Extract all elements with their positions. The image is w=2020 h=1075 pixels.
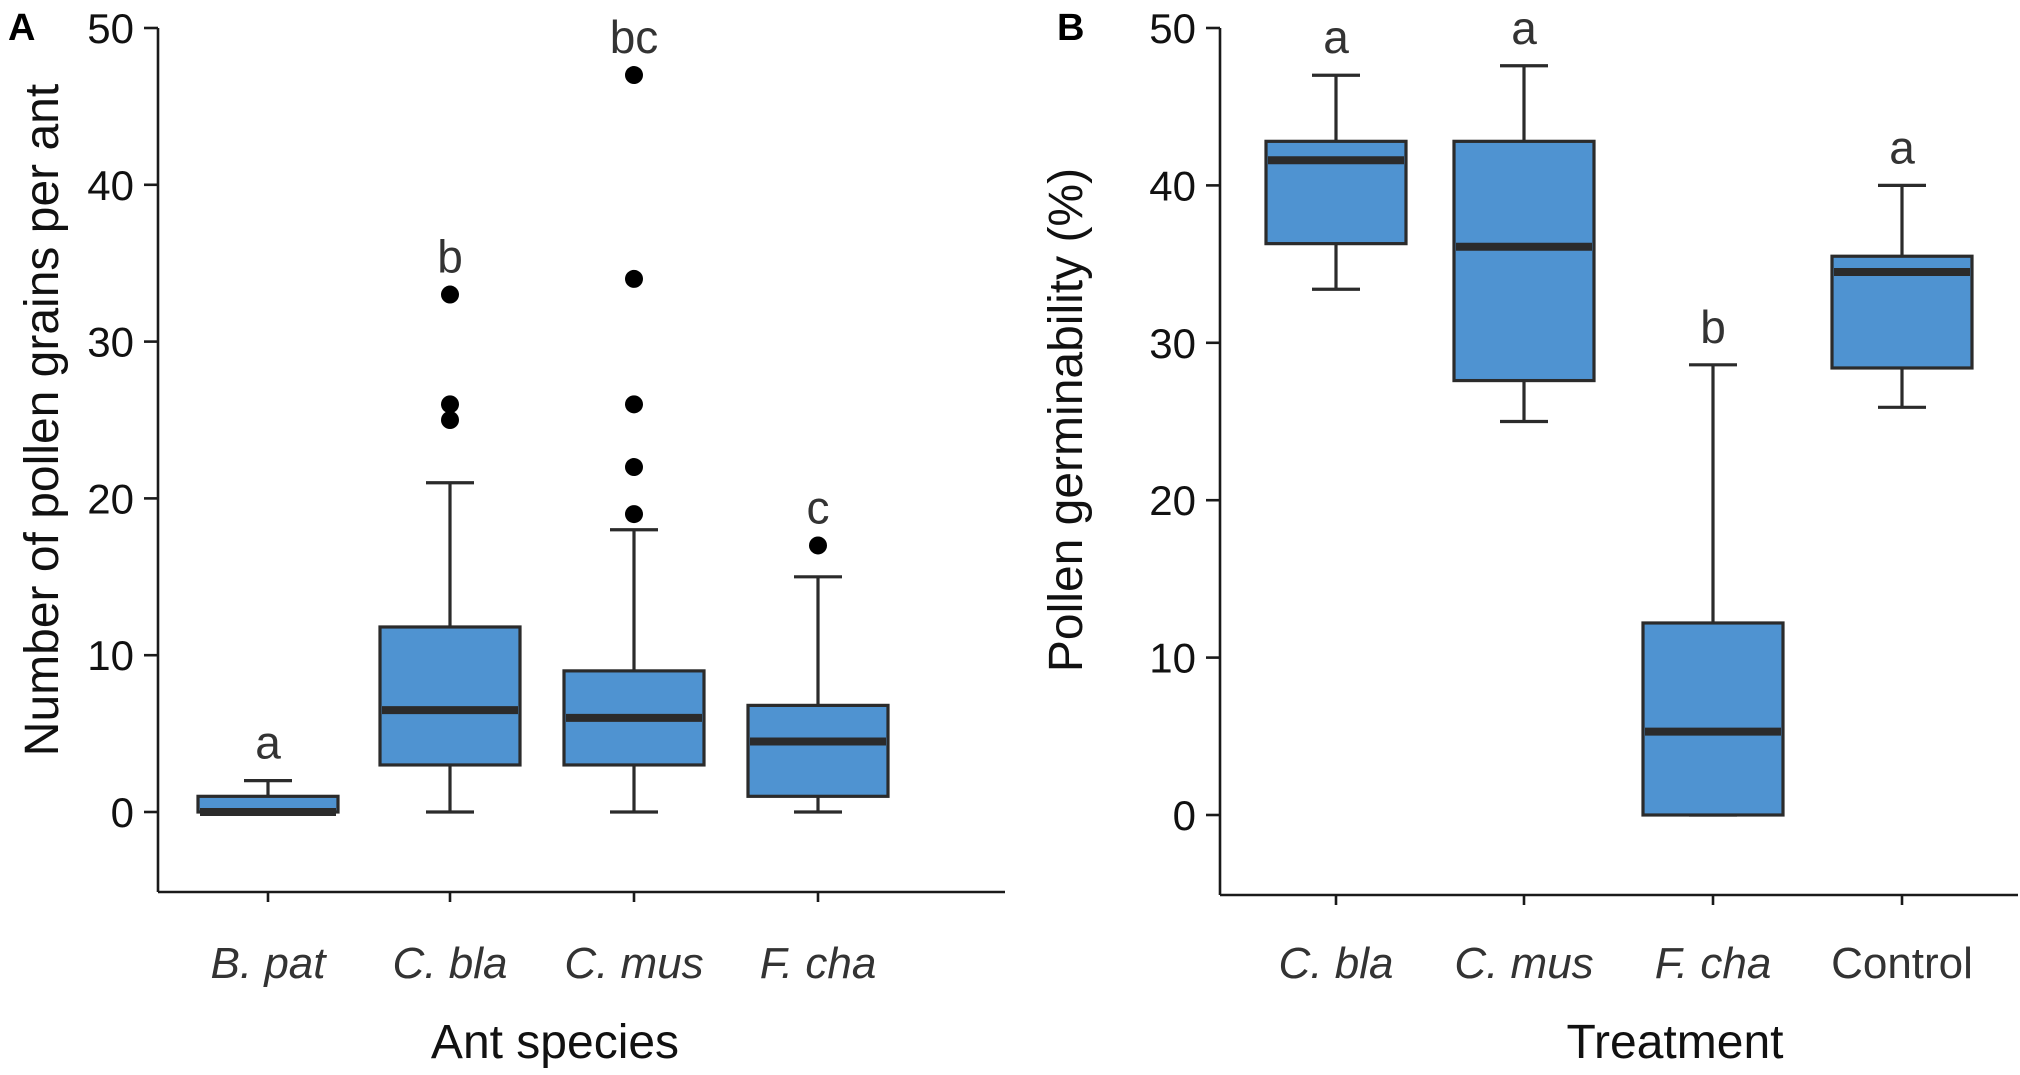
panel-b-label: B: [1057, 7, 1084, 49]
panel-b-y-tick-label: 20: [1149, 477, 1196, 524]
panel-a: A 0 10 20 30 40 50 Number of pollen grains per …: [8, 5, 1005, 1069]
panel-a-significance-letter-c-bla: b: [437, 231, 463, 283]
panel-a-significance-letter-c-mus: bc: [610, 11, 659, 63]
panel-a-y-tick-label: 10: [87, 632, 134, 679]
panel-a-outlier-c-bla: [441, 285, 459, 304]
panel-b-y-tick-label: 30: [1149, 320, 1196, 367]
panel-a-label: A: [8, 7, 35, 49]
panel-a-y-tick-label: 30: [87, 319, 134, 366]
panel-a-y-tick-label: 50: [87, 5, 134, 52]
panel-b-y-tick-label: 0: [1173, 792, 1196, 839]
panel-a-outlier-c-mus: [625, 66, 643, 85]
panel-a-category-label-f-cha: F. cha: [760, 939, 877, 988]
panel-b-x-axis-title: Treatment: [1567, 1016, 1784, 1069]
panel-a-significance-letter-f-cha: c: [807, 481, 830, 533]
panel-b-significance-letter-f-cha: b: [1700, 301, 1726, 353]
panel-b-significance-letter-c-mus: a: [1511, 2, 1537, 54]
panel-a-y-tick-label: 40: [87, 162, 134, 209]
panel-b-category-label-control: Control: [1831, 939, 1973, 988]
panel-b-box-c-mus: [1452, 139, 1596, 383]
panel-a-category-label-c-bla: C. bla: [393, 939, 508, 988]
panel-a-box-f-cha: [746, 703, 890, 798]
panel-b-y-tick-label: 10: [1149, 635, 1196, 682]
panel-a-significance-letter-b-pat: a: [255, 717, 281, 769]
panel-a-category-label-b-pat: B. pat: [211, 939, 328, 988]
panel-a-y-tick-label: 0: [111, 789, 134, 836]
panel-a-y-tick-label: 20: [87, 475, 134, 522]
panel-a-outlier-c-bla: [441, 395, 459, 414]
panel-b-box-f-cha: [1641, 621, 1785, 817]
panel-a-outlier-f-cha: [809, 536, 827, 555]
panel-a-outlier-c-mus: [625, 505, 643, 524]
panel-b-significance-letter-c-bla: a: [1323, 11, 1349, 63]
panel-a-outlier-c-mus: [625, 458, 643, 477]
panel-a-category-label-c-mus: C. mus: [564, 939, 703, 988]
panel-a-outlier-c-bla: [441, 411, 459, 429]
panel-a-y-axis-title: Number of pollen grains per ant: [16, 84, 69, 756]
panel-a-outlier-c-mus: [625, 395, 643, 414]
panel-b-significance-letter-control: a: [1889, 121, 1915, 173]
panel-b-category-label-f-cha: F. cha: [1655, 939, 1772, 988]
panel-b-category-label-c-mus: C. mus: [1454, 939, 1593, 988]
panel-b-category-label-c-bla: C. bla: [1279, 939, 1394, 988]
panel-a-x-axis-title: Ant species: [431, 1016, 679, 1069]
panel-b-y-tick-label: 40: [1149, 162, 1196, 209]
panel-b-y-tick-label: 50: [1149, 5, 1196, 52]
panel-b: B 0 10 20 30 40 50 Pollen germinability (%) Trea…: [1040, 2, 2018, 1069]
panel-a-box-c-bla: [378, 625, 522, 767]
panel-b-y-axis-title: Pollen germinability (%): [1040, 168, 1093, 672]
panel-a-outlier-c-mus: [625, 269, 643, 288]
